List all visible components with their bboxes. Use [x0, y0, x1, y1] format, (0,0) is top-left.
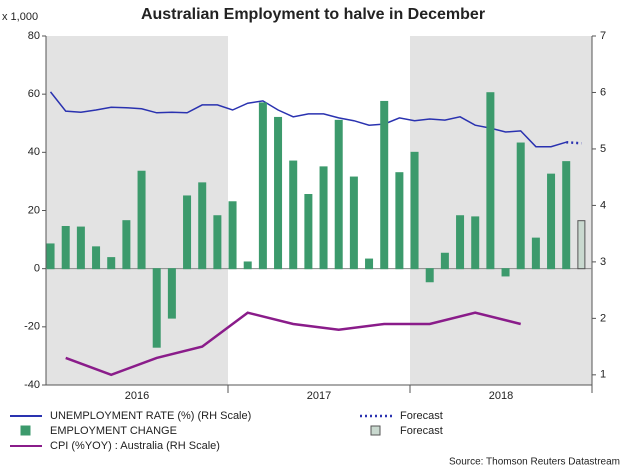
legend-label: EMPLOYMENT CHANGE	[50, 425, 177, 437]
legend-label: Forecast	[400, 425, 443, 437]
bar	[531, 237, 540, 270]
chart-title: Australian Employment to halve in Decemb…	[141, 6, 485, 23]
bar	[304, 194, 313, 270]
period-shade	[46, 36, 228, 385]
y-tick-label: 60	[28, 88, 40, 100]
bar	[152, 268, 161, 348]
source: Source: Thomson Reuters Datastream	[449, 457, 620, 468]
bar	[471, 216, 480, 270]
y2-tick-label: 6	[600, 86, 606, 98]
bar	[122, 220, 131, 270]
bar	[380, 100, 389, 270]
legend-label: CPI (%YOY) : Australia (RH Scale)	[50, 440, 220, 452]
bar	[365, 258, 374, 270]
y-tick-label: -20	[24, 321, 40, 333]
period-shade	[410, 36, 592, 385]
bar	[46, 243, 55, 270]
y2-tick-label: 4	[600, 199, 606, 211]
bar	[137, 170, 146, 270]
bar	[486, 92, 495, 270]
y-tick-label: 20	[28, 204, 40, 216]
legend-label: UNEMPLOYMENT RATE (%) (RH Scale)	[50, 410, 251, 422]
y-unit-label: x 1,000	[2, 11, 38, 23]
y2-tick-label: 1	[600, 369, 606, 381]
bar	[76, 226, 85, 270]
bar	[562, 161, 571, 270]
bar	[228, 201, 237, 270]
bar	[198, 182, 207, 270]
bar	[61, 225, 70, 270]
y-tick-label: 80	[28, 30, 40, 42]
y2-tick-label: 7	[600, 30, 606, 42]
bar	[577, 220, 586, 270]
bar	[501, 268, 510, 277]
bar	[167, 268, 176, 319]
bar	[410, 151, 419, 270]
bar	[107, 257, 116, 270]
bar	[516, 142, 525, 270]
bar	[440, 252, 449, 270]
y-tick-label: 0	[34, 263, 40, 275]
legend-swatch	[20, 425, 31, 436]
line-series	[65, 311, 522, 377]
bar	[547, 173, 556, 270]
bar	[289, 160, 298, 270]
y2-tick-label: 3	[600, 256, 606, 268]
bar	[456, 215, 465, 270]
y-tick-label: -40	[24, 379, 40, 391]
legend-label: Forecast	[400, 410, 443, 422]
bar	[274, 116, 283, 270]
x-period-label: 2018	[489, 390, 513, 402]
bar	[92, 246, 101, 270]
bar	[258, 102, 267, 270]
bar	[213, 215, 222, 270]
bar	[243, 261, 252, 270]
y2-tick-label: 2	[600, 312, 606, 324]
bar	[319, 166, 328, 270]
x-period-label: 2017	[307, 390, 331, 402]
bar	[334, 119, 343, 270]
y-tick-label: 40	[28, 146, 40, 158]
line-series	[49, 91, 567, 148]
x-period-label: 2016	[125, 390, 149, 402]
bar	[183, 195, 192, 270]
y2-tick-label: 5	[600, 143, 606, 155]
bar	[395, 172, 404, 270]
bar	[349, 176, 358, 270]
legend-swatch	[370, 425, 381, 436]
bar	[425, 268, 434, 283]
